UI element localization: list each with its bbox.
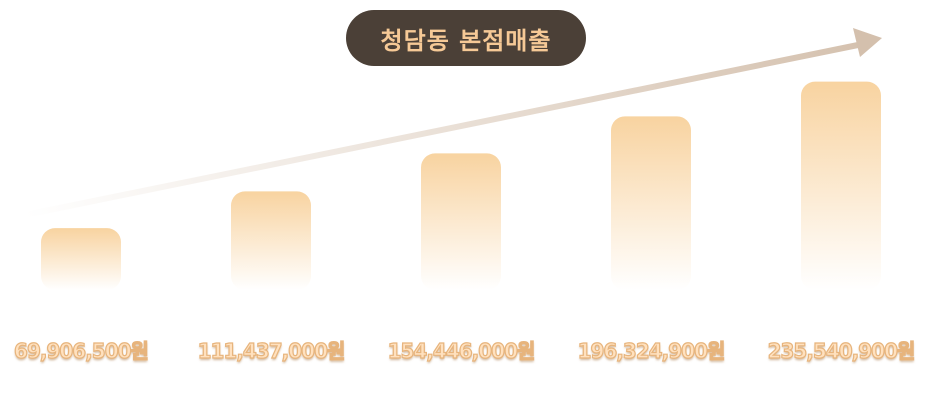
value-label-4: 196,324,900원 bbox=[577, 338, 726, 363]
value-label-1: 69,906,500원 bbox=[13, 338, 149, 363]
bar-4 bbox=[611, 116, 691, 290]
value-label-3: 154,446,000원 bbox=[387, 338, 536, 363]
chart-title: 청담동 본점매출 bbox=[346, 10, 586, 66]
trend-arrow-line bbox=[22, 42, 861, 218]
bar-1 bbox=[41, 228, 121, 290]
value-label-5: 235,540,900원 bbox=[767, 338, 916, 363]
value-label-2: 111,437,000원 bbox=[197, 338, 346, 363]
bars-group bbox=[41, 81, 881, 290]
bar-3 bbox=[421, 153, 501, 290]
bar-5 bbox=[801, 81, 881, 290]
trend-arrow-head-icon bbox=[853, 28, 882, 57]
bar-2 bbox=[231, 191, 311, 290]
